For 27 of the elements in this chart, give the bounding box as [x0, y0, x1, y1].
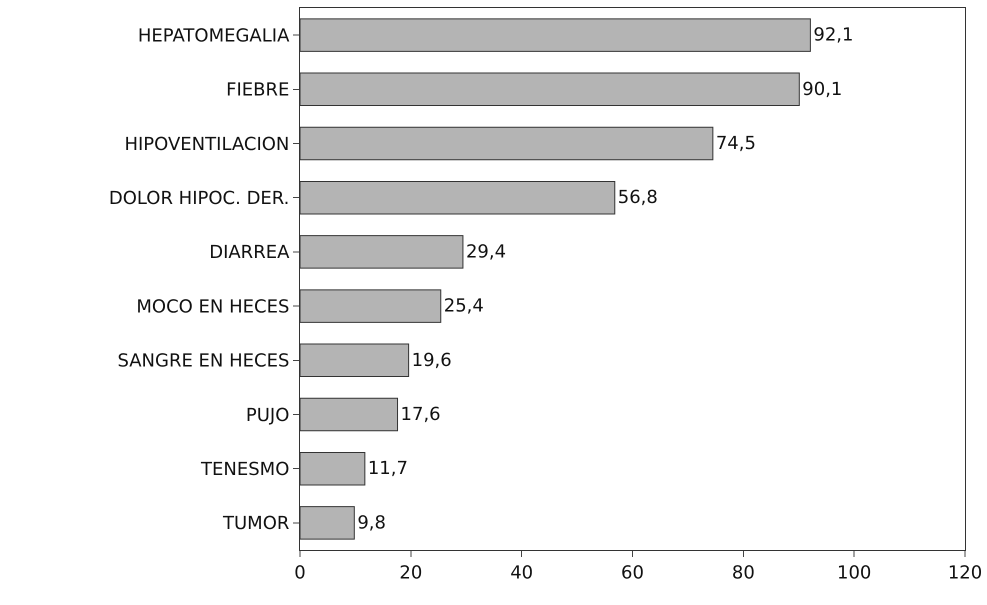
x-tick-label: 100: [836, 562, 872, 584]
x-tick-label: 0: [294, 562, 306, 584]
data-label: 74,5: [716, 133, 756, 154]
y-tick-label: FIEBRE: [226, 80, 290, 101]
data-label: 90,1: [802, 78, 842, 100]
y-tick-label: DIARREA: [209, 242, 290, 264]
y-tick-label: HEPATOMEGALIA: [138, 25, 290, 46]
y-tick-label: DOLOR HIPOC. DER.: [108, 188, 290, 209]
y-tick-label: HIPOVENTILACION: [124, 134, 290, 155]
data-label: 11,7: [368, 458, 408, 480]
y-tick-label: MOCO EN HECES: [136, 296, 290, 318]
x-tick-label: 80: [732, 562, 755, 584]
x-tick-label: 40: [510, 562, 534, 584]
x-tick-label: 120: [948, 562, 982, 584]
y-tick-label: SANGRE EN HECES: [117, 350, 290, 372]
data-label: 17,6: [400, 404, 441, 425]
data-label: 19,6: [412, 350, 452, 371]
y-tick-label: TENESMO: [200, 459, 290, 480]
x-tick-label: 60: [621, 562, 644, 584]
x-tick-label: 20: [399, 562, 422, 584]
data-label: 29,4: [466, 241, 506, 262]
data-label: 9,8: [357, 512, 386, 534]
data-label: 25,4: [444, 296, 484, 317]
y-tick-label: TUMOR: [222, 513, 290, 534]
data-label: 56,8: [618, 187, 658, 208]
y-tick-label: PUJO: [246, 404, 290, 426]
data-label: 92,1: [813, 24, 854, 46]
